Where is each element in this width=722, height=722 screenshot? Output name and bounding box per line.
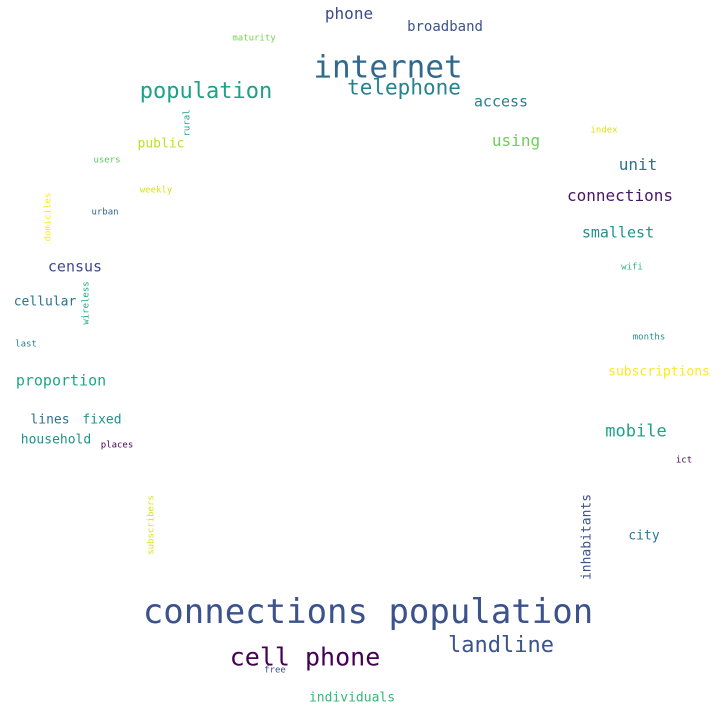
word-city: city	[628, 528, 660, 544]
word-rural: rural	[182, 109, 193, 137]
word-subscribers: subscribers	[146, 495, 157, 555]
word-wireless: wireless	[81, 281, 92, 325]
word-household: household	[20, 432, 92, 448]
word-mobile: mobile	[605, 421, 667, 442]
word-maturity: maturity	[232, 33, 276, 44]
word-internet: internet	[313, 49, 463, 86]
word-subscriptions: subscriptions	[608, 364, 710, 380]
word-fixed: fixed	[82, 412, 122, 428]
word-domiciles: domiciles	[43, 192, 54, 242]
word-cell-phone: cell phone	[229, 642, 381, 672]
word-connections: connections	[567, 186, 673, 205]
word-phone: phone	[324, 4, 374, 23]
word-wifi: wifi	[621, 262, 643, 273]
word-free: free	[264, 665, 286, 676]
word-index: index	[590, 125, 618, 136]
word-urban: urban	[91, 207, 119, 218]
word-places: places	[100, 440, 134, 451]
word-smallest: smallest	[581, 223, 655, 242]
word-last: last	[15, 339, 37, 350]
word-users: users	[93, 155, 121, 166]
word-census: census	[47, 257, 103, 276]
word-population: population	[139, 79, 273, 104]
word-telephone: telephone	[347, 75, 461, 100]
word-broadband: broadband	[407, 19, 483, 35]
word-unit: unit	[618, 155, 658, 174]
word-connections-population: connections population	[142, 592, 594, 632]
word-ict: ict	[675, 455, 693, 466]
word-individuals: individuals	[308, 690, 396, 706]
word-months: months	[632, 332, 666, 343]
word-cellular: cellular	[13, 294, 77, 310]
word-using: using	[491, 131, 541, 150]
word-lines: lines	[30, 412, 70, 428]
word-access: access	[473, 92, 529, 111]
word-public: public	[137, 136, 185, 152]
word-weekly: weekly	[139, 185, 173, 196]
word-inhabitants: inhabitants	[579, 493, 595, 581]
word-proportion: proportion	[15, 371, 107, 390]
word-landline: landline	[448, 633, 554, 658]
